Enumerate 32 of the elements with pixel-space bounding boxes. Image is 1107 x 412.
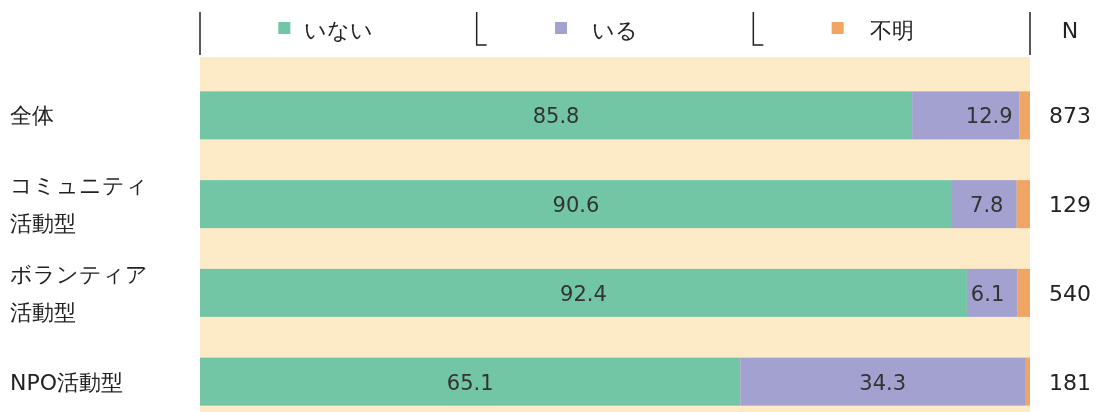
text: 181 <box>1049 369 1091 395</box>
data-label: 34.3 <box>859 370 907 395</box>
bar <box>951 180 1017 229</box>
bar <box>200 180 952 229</box>
bar <box>200 91 913 140</box>
y-tick-label: ボランティア活動型 <box>10 261 148 325</box>
bar <box>912 91 1020 140</box>
data-label: 6.1 <box>970 281 1005 306</box>
data-label: 65.1 <box>446 370 494 395</box>
legend-label: いる <box>592 18 638 43</box>
data-label: 12.9 <box>965 104 1013 129</box>
bar <box>1016 180 1030 229</box>
text: 873 <box>1049 103 1091 129</box>
legend-label: 不明 <box>869 18 914 43</box>
bar <box>966 268 1018 317</box>
data-label: 7.8 <box>970 193 1004 218</box>
data-label: 92.4 <box>560 281 607 306</box>
bar <box>1025 357 1030 406</box>
bar <box>740 357 1026 406</box>
text: 540 <box>1049 280 1091 306</box>
y-tick-label: NPO活動型 <box>10 369 124 395</box>
data-label: 85.8 <box>532 104 580 129</box>
text: 129 <box>1049 192 1091 218</box>
legend-label: いない <box>303 18 373 43</box>
text: N <box>1061 18 1079 43</box>
bar <box>200 357 741 406</box>
y-tick-label: コミュニティ活動型 <box>10 173 148 237</box>
bar <box>1017 268 1030 317</box>
data-label: 90.6 <box>552 193 600 218</box>
bar <box>200 268 967 317</box>
bar <box>1019 91 1030 140</box>
y-tick-label: 全体 <box>10 103 54 129</box>
